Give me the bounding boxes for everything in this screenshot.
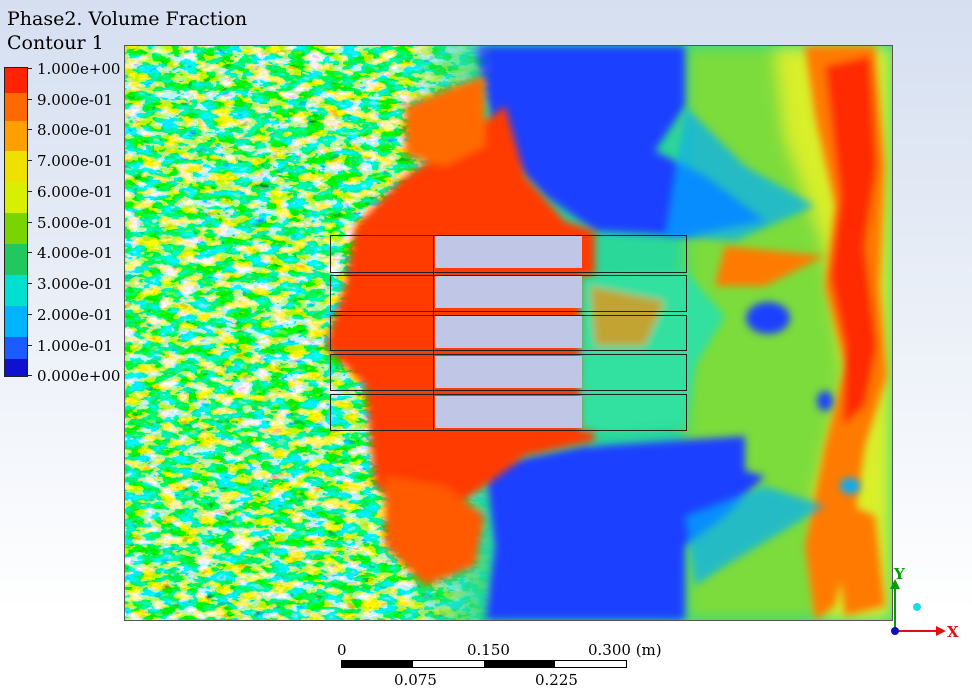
plate-divider xyxy=(433,235,434,431)
legend-label: 8.000e-01 xyxy=(37,121,113,139)
contour-subtitle: Contour 1 xyxy=(7,32,104,54)
channel-outline xyxy=(330,354,687,391)
legend-tick xyxy=(27,283,32,284)
x-axis-arrow-icon xyxy=(936,626,946,636)
legend-band xyxy=(5,337,27,359)
scale-bar xyxy=(341,660,627,668)
legend-band xyxy=(5,213,27,244)
view-origin-icon xyxy=(913,603,921,611)
channel-outline xyxy=(330,235,687,273)
legend-band xyxy=(5,359,27,376)
legend-band xyxy=(5,182,27,213)
legend-tick xyxy=(27,191,32,192)
legend-band xyxy=(5,306,27,337)
legend-label: 9.000e-01 xyxy=(37,91,113,109)
legend-tick xyxy=(27,99,32,100)
scale-label: 0.075 xyxy=(394,671,437,689)
x-axis-label: X xyxy=(947,623,959,641)
legend-tick xyxy=(27,252,32,253)
z-axis-icon xyxy=(891,627,899,635)
y-axis-label: Y xyxy=(894,565,905,583)
scale-label: 0.300 (m) xyxy=(588,641,662,659)
legend-band xyxy=(5,93,27,121)
legend-tick xyxy=(27,68,32,69)
legend-tick xyxy=(27,222,32,223)
scale-label: 0 xyxy=(337,641,347,659)
legend-label: 3.000e-01 xyxy=(37,275,113,293)
y-axis-arrow-icon xyxy=(890,579,900,589)
legend-band xyxy=(5,151,27,182)
channel-outline xyxy=(330,275,687,312)
legend-tick xyxy=(27,160,32,161)
scale-label: 0.225 xyxy=(535,671,578,689)
legend-tick xyxy=(27,129,32,130)
legend-band xyxy=(5,121,27,151)
legend-label: 1.000e-01 xyxy=(37,337,113,355)
legend-label: 6.000e-01 xyxy=(37,183,113,201)
channel-outline xyxy=(330,394,687,431)
legend-label: 5.000e-01 xyxy=(37,214,113,232)
legend-label: 1.000e+00 xyxy=(37,60,121,78)
scale-label: 0.150 xyxy=(467,641,510,659)
legend-label: 0.000e+00 xyxy=(37,367,121,385)
color-legend-bar: 1.000e+00 9.000e-01 8.000e-01 7.000e-01 … xyxy=(4,61,120,384)
scale-bar-segment xyxy=(413,661,484,667)
legend-tick xyxy=(27,314,32,315)
scale-bar-segment xyxy=(342,661,413,667)
contour-title: Phase2. Volume Fraction xyxy=(7,8,248,30)
channel-outline xyxy=(330,315,687,351)
legend-label: 4.000e-01 xyxy=(37,244,113,262)
scale-bar-segment xyxy=(555,661,626,667)
legend-band xyxy=(5,244,27,275)
legend-tick xyxy=(27,345,32,346)
scale-bar-segment xyxy=(484,661,555,667)
legend-label: 7.000e-01 xyxy=(37,152,113,170)
legend-band xyxy=(5,68,27,93)
legend-tick xyxy=(27,375,32,376)
volume-fraction-contour xyxy=(125,46,892,620)
legend-label: 2.000e-01 xyxy=(37,306,113,324)
contour-viewport[interactable] xyxy=(124,45,893,621)
axis-triad: Y X xyxy=(880,565,970,645)
legend-band xyxy=(5,275,27,306)
